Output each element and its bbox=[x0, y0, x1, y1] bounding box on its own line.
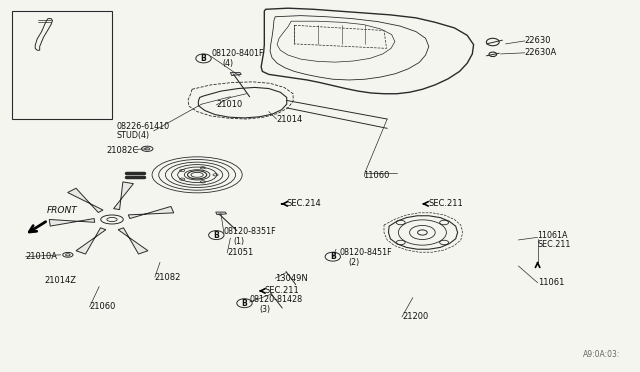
Text: (4): (4) bbox=[222, 60, 233, 68]
Text: B: B bbox=[214, 231, 219, 240]
Text: STUD(4): STUD(4) bbox=[116, 131, 150, 140]
Polygon shape bbox=[68, 188, 103, 212]
Text: (3): (3) bbox=[259, 305, 270, 314]
Text: 21060: 21060 bbox=[90, 302, 116, 311]
Polygon shape bbox=[113, 182, 134, 209]
Text: 11061: 11061 bbox=[538, 278, 564, 287]
Text: 22630A: 22630A bbox=[525, 48, 557, 57]
Text: B: B bbox=[330, 252, 335, 261]
Text: 21082C: 21082C bbox=[107, 146, 139, 155]
Text: (1): (1) bbox=[234, 237, 244, 246]
Text: SEC.214: SEC.214 bbox=[287, 199, 321, 208]
Text: 21200: 21200 bbox=[402, 312, 428, 321]
Text: 11060: 11060 bbox=[364, 171, 390, 180]
Text: 08226-61410: 08226-61410 bbox=[116, 122, 170, 131]
Polygon shape bbox=[216, 212, 227, 215]
Polygon shape bbox=[230, 73, 241, 76]
Text: 21014Z: 21014Z bbox=[45, 276, 77, 285]
Text: 21010A: 21010A bbox=[26, 252, 58, 261]
Text: 22630: 22630 bbox=[525, 36, 551, 45]
Bar bbox=[12, 11, 112, 119]
Text: 11061A: 11061A bbox=[538, 231, 568, 240]
Text: 08120-8451F: 08120-8451F bbox=[339, 248, 392, 257]
Text: 13049N: 13049N bbox=[275, 274, 308, 283]
Text: 08120-8351F: 08120-8351F bbox=[224, 227, 276, 236]
Polygon shape bbox=[128, 206, 174, 218]
Text: 08120-8401F: 08120-8401F bbox=[211, 49, 264, 58]
Text: SEC.211: SEC.211 bbox=[264, 286, 299, 295]
Text: 21010: 21010 bbox=[216, 100, 243, 109]
Text: A9:0A:03:: A9:0A:03: bbox=[584, 350, 621, 359]
Text: 21014: 21014 bbox=[276, 115, 303, 124]
Text: 21082: 21082 bbox=[155, 273, 181, 282]
Text: 21051: 21051 bbox=[227, 248, 253, 257]
Polygon shape bbox=[76, 228, 106, 254]
Text: 08120-81428: 08120-81428 bbox=[250, 295, 303, 304]
Text: SEC.211: SEC.211 bbox=[538, 240, 571, 249]
Text: SEC.211: SEC.211 bbox=[429, 199, 463, 208]
Text: B: B bbox=[201, 54, 206, 63]
Text: B: B bbox=[242, 299, 247, 308]
Text: (2): (2) bbox=[349, 258, 360, 267]
Polygon shape bbox=[118, 228, 148, 254]
Text: FRONT: FRONT bbox=[47, 206, 77, 215]
Polygon shape bbox=[49, 218, 95, 226]
